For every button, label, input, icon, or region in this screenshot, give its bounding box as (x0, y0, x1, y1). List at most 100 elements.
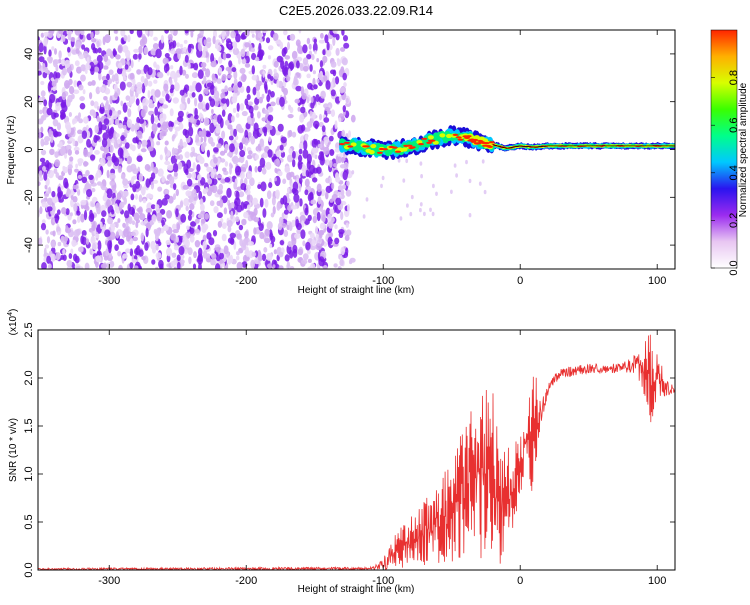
spectrogram-noise-speck (82, 50, 89, 59)
spectrogram-noise-speck (64, 59, 71, 69)
spectrogram-noise-speck (68, 86, 75, 95)
spectrogram-noise-speck (196, 164, 201, 173)
spectrogram-noise-speck (79, 102, 86, 110)
spectrogram-noise-speck (270, 235, 276, 243)
spectrogram-noise-speck (60, 146, 66, 156)
spectrogram-noise-speck (141, 256, 146, 261)
spectrogram-noise-speck (176, 254, 181, 262)
spectrogram-noise-speck (174, 148, 178, 154)
spectrogram-noise-speck (260, 181, 267, 192)
spectrogram-noise-speck (302, 57, 309, 65)
spectrogram-noise-speck (44, 136, 51, 142)
spectrogram-noise-speck (113, 83, 118, 92)
spectrogram-noise-speck (200, 114, 204, 122)
spectrogram-noise-speck (136, 69, 142, 75)
spectrogram-noise-speck (150, 114, 155, 125)
spectrogram-noise-speck (330, 61, 337, 68)
spectrogram-noise-speck (306, 37, 311, 45)
spectrogram-noise-speck (250, 111, 254, 119)
spectrogram-noise-speck (126, 156, 132, 164)
spectrogram-noise-speck (296, 222, 302, 231)
spectrogram-noise-speck (321, 125, 326, 133)
spectrogram-noise-speck (107, 236, 113, 241)
snr-x-ticks: -300 -200 -100 0 100 (98, 330, 666, 587)
spectrogram-noise-speck (39, 206, 43, 215)
spectrogram-stray-speck (419, 202, 423, 207)
spectrogram-noise-speck (337, 156, 342, 164)
spectrogram-noise-speck (168, 176, 175, 185)
spectrogram-noise-speck (104, 109, 110, 115)
spectrogram-noise-speck (348, 130, 351, 138)
snr-x-tick-label: 100 (648, 575, 666, 587)
spectrogram-noise-speck (127, 108, 132, 118)
spectrogram-noise-speck (346, 180, 350, 187)
spectrogram-noise-speck (254, 56, 260, 62)
spectrogram-noise-speck (143, 46, 149, 55)
spectrogram-noise-speck (184, 168, 189, 176)
spectrogram-noise-speck (42, 165, 46, 172)
spectrogram-noise-speck (267, 114, 274, 122)
spectrogram-noise-speck (125, 248, 131, 254)
spectrogram-noise-speck (47, 82, 52, 92)
colorbar-gradient (711, 30, 737, 268)
spectrogram-noise-speck (150, 240, 156, 250)
spectrogram-noise-speck (114, 118, 120, 126)
spectrogram-noise-speck (54, 48, 57, 55)
spectrogram-noise-speck (51, 190, 56, 198)
spectrogram-noise-speck (241, 218, 247, 226)
spectrogram-noise-speck (250, 47, 256, 53)
spectrogram-noise-speck (262, 152, 268, 159)
spectrogram-noise-speck (133, 48, 140, 53)
spectrogram-noise-speck (297, 248, 303, 256)
spectrogram-noise-speck (78, 246, 84, 252)
spectrogram-noise-speck (97, 240, 102, 251)
spectrogram-noise-speck (155, 252, 162, 259)
spectrogram-noise-speck (221, 76, 226, 81)
spectrogram-noise-speck (89, 200, 96, 208)
spectrogram-noise-speck (46, 236, 51, 244)
spectrogram-ridge-cell (409, 146, 416, 149)
spectrogram-noise-speck (261, 253, 267, 262)
spectrogram-noise-speck (202, 250, 208, 259)
spectrogram-noise-speck (110, 181, 115, 186)
spectrogram-noise-speck (343, 82, 347, 88)
spectrogram-noise-speck (319, 60, 323, 68)
spectrogram-ridge-cell (368, 150, 375, 155)
spectrogram-noise-speck (138, 118, 145, 124)
spectrogram-noise-speck (307, 249, 311, 255)
spectrogram-noise-speck (129, 262, 134, 269)
spectrogram-noise-speck (138, 249, 144, 257)
spectrogram-ridge-cell (483, 142, 490, 145)
spectrogram-noise-speck (283, 87, 288, 96)
spectrogram-noise-speck (234, 146, 238, 156)
spectrogram-noise-speck (284, 55, 291, 60)
spectrogram-noise-speck (102, 152, 107, 159)
spectrogram-noise-speck (72, 89, 80, 95)
spectrogram-noise-speck (303, 140, 308, 151)
spectrogram-noise-speck (123, 197, 127, 205)
spectrogram-noise-speck (52, 230, 56, 237)
spectrogram-noise-speck (229, 232, 236, 239)
spectrogram-noise-speck (117, 147, 124, 157)
spectrogram-noise-speck (245, 159, 249, 169)
spectrogram-noise-speck (214, 263, 221, 269)
spectrogram-noise-speck (73, 253, 78, 262)
spectrogram-noise-speck (61, 91, 67, 101)
snr-y-label: SNR (10 * v/v) (8, 418, 19, 482)
spectrogram-noise-speck (46, 255, 51, 264)
spectrogram-noise-speck (219, 259, 224, 264)
spectrogram-noise-speck (70, 195, 74, 200)
spectrogram-noise-speck (316, 78, 320, 84)
spectrogram-noise-speck (251, 65, 255, 75)
spectrogram-noise-speck (241, 58, 247, 65)
spectrogram-noise-speck (50, 134, 54, 143)
spectrogram-noise-speck (150, 161, 154, 171)
spectrogram-noise-speck (175, 189, 179, 197)
spectrogram-noise-speck (302, 44, 308, 54)
spectrogram-noise-speck (162, 224, 169, 232)
spectrogram-noise-speck (206, 149, 210, 158)
spectrogram-noise-speck (274, 167, 278, 174)
spectrogram-noise-speck (161, 90, 166, 97)
spectrogram-noise-speck (124, 142, 130, 149)
